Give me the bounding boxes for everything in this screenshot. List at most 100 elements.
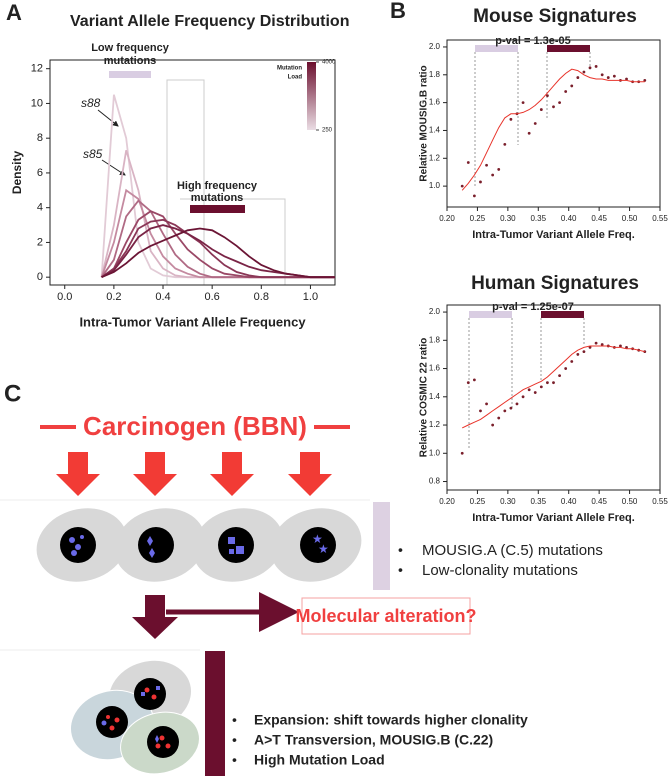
y-tick-label: 8 <box>37 132 43 144</box>
low-bar <box>109 71 151 78</box>
panel-label: C <box>4 380 21 407</box>
arrow <box>97 109 119 127</box>
point <box>460 451 464 455</box>
y-tick-label: 2 <box>37 236 43 248</box>
plot-frame <box>446 39 661 208</box>
point <box>491 173 495 177</box>
panel-label: A <box>6 0 22 25</box>
point <box>479 409 482 413</box>
y-tick-label: 1.0 <box>429 448 441 457</box>
point <box>558 374 561 378</box>
svg-text:★: ★ <box>318 542 329 556</box>
colorbar-label: Load <box>288 75 303 81</box>
point <box>497 416 501 420</box>
x-tick-label: 0.55 <box>652 214 668 223</box>
y-tick-label: 1.8 <box>429 335 441 344</box>
bullet-text: High Mutation Load <box>254 752 385 768</box>
point <box>539 385 543 389</box>
point <box>546 94 549 98</box>
plot-frame <box>446 304 661 491</box>
low-bar <box>475 45 518 52</box>
x-tick-label: 0.2 <box>106 291 121 303</box>
point <box>521 395 525 399</box>
point <box>466 381 470 385</box>
series-line <box>461 345 645 429</box>
red-arrows <box>56 452 332 496</box>
y-tick-label: 1.2 <box>429 153 441 162</box>
point <box>539 108 543 111</box>
series-line <box>101 227 335 279</box>
alteration-box <box>301 597 471 635</box>
annotation: mutations <box>104 55 157 67</box>
chart-title: Human Signatures <box>471 273 639 294</box>
point <box>558 101 561 105</box>
p-value: p-val = 1.25e-07 <box>492 301 574 313</box>
p-value: p-val = 1.3e-05 <box>495 35 571 47</box>
chart-title: Variant Allele Frequency Distribution <box>70 13 349 30</box>
svg-text:★: ★ <box>312 532 323 546</box>
y-tick-label: 10 <box>31 97 43 109</box>
x-tick-label: 0.4 <box>155 291 170 303</box>
y-tick-label: 1.6 <box>429 98 441 107</box>
point <box>606 76 610 79</box>
point <box>612 74 616 78</box>
x-tick-label: 0.20 <box>439 497 455 506</box>
annotation: s85 <box>83 147 103 161</box>
point <box>588 66 592 70</box>
alteration: Molecular alteration? <box>295 606 476 626</box>
point <box>515 402 519 406</box>
bullet-text: MOUSIG.A (C.5) mutations <box>422 542 603 559</box>
series-line <box>100 150 335 279</box>
x-tick-label: 0.8 <box>254 291 269 303</box>
point <box>582 350 586 354</box>
colorbar-label: Mutation <box>277 66 302 72</box>
point <box>527 388 531 392</box>
y-tick-label: 1.0 <box>429 181 441 190</box>
x-tick-label: 0.35 <box>530 497 546 506</box>
point <box>594 65 598 68</box>
y-tick-label: 1.6 <box>429 364 441 373</box>
point <box>472 378 476 382</box>
point <box>570 360 574 363</box>
colorbar-tick-label: 4000 <box>322 60 336 66</box>
point <box>576 353 580 356</box>
point <box>552 381 555 385</box>
x-axis-label: Intra-Tumor Variant Allele Frequency <box>79 314 306 329</box>
y-tick-label: 4 <box>37 202 43 214</box>
point <box>503 409 507 413</box>
point <box>509 117 513 121</box>
point <box>594 341 598 345</box>
point <box>533 391 537 394</box>
x-tick-label: 0.45 <box>591 497 607 506</box>
point <box>509 406 513 410</box>
x-tick-label: 0.25 <box>470 214 486 223</box>
x-tick-label: 0.30 <box>500 214 516 223</box>
point <box>582 70 586 74</box>
x-tick-label: 0.45 <box>591 214 607 223</box>
y-tick-label: 12 <box>31 63 43 75</box>
y-axis-label: Relative MOUSIG.B ratio <box>419 65 430 181</box>
point <box>625 345 628 349</box>
point <box>466 161 470 164</box>
x-tick-label: 0.20 <box>439 214 455 223</box>
x-tick-label: 0.30 <box>500 497 516 506</box>
colorbar <box>307 62 316 130</box>
x-axis-label: Intra-Tumor Variant Allele Freq. <box>472 512 635 524</box>
point <box>497 168 501 171</box>
panel-label: B <box>390 0 406 23</box>
cells: ★★ <box>36 508 362 582</box>
annotation: s88 <box>81 96 101 110</box>
point <box>564 90 568 93</box>
point <box>479 180 482 184</box>
point <box>552 105 555 109</box>
point <box>460 184 464 188</box>
carcinogen: Carcinogen (BBN) <box>83 411 307 441</box>
point <box>521 101 525 105</box>
x-tick-label: 0.6 <box>205 291 220 303</box>
y-tick-label: 6 <box>37 167 43 179</box>
x-tick-label: 0.40 <box>561 214 577 223</box>
y-tick-label: 1.4 <box>429 126 441 135</box>
x-tick-label: 0.55 <box>652 497 668 506</box>
y-tick-label: 1.4 <box>429 392 441 401</box>
point <box>491 423 495 427</box>
